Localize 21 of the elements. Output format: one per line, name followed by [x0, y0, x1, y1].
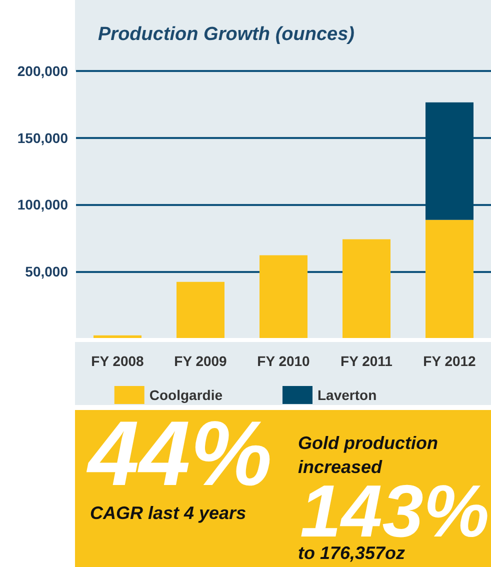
bar — [426, 102, 474, 220]
chart-title: Production Growth (ounces) — [98, 24, 354, 45]
text: to 176,357oz — [298, 543, 406, 563]
legend-label: Laverton — [317, 387, 377, 403]
y-tick-label: 200,000 — [17, 63, 68, 79]
x-tick-label: FY 2010 — [257, 353, 310, 369]
text: 44% — [86, 403, 272, 505]
bar — [176, 282, 224, 338]
bar — [260, 255, 308, 338]
bar — [94, 335, 142, 338]
x-tick-label: FY 2009 — [174, 353, 228, 369]
y-tick-label: 150,000 — [17, 130, 68, 146]
bar — [426, 220, 474, 338]
y-tick-label: 50,000 — [25, 263, 68, 280]
y-tick-label: 100,000 — [17, 196, 68, 212]
text: CAGR last 4 years — [90, 503, 246, 523]
bar — [342, 239, 390, 338]
legend-label: Coolgardie — [149, 387, 223, 403]
x-tick-label: FY 2012 — [423, 353, 476, 369]
x-tick-label: FY 2008 — [91, 353, 144, 369]
x-tick-label: FY 2011 — [340, 353, 393, 369]
